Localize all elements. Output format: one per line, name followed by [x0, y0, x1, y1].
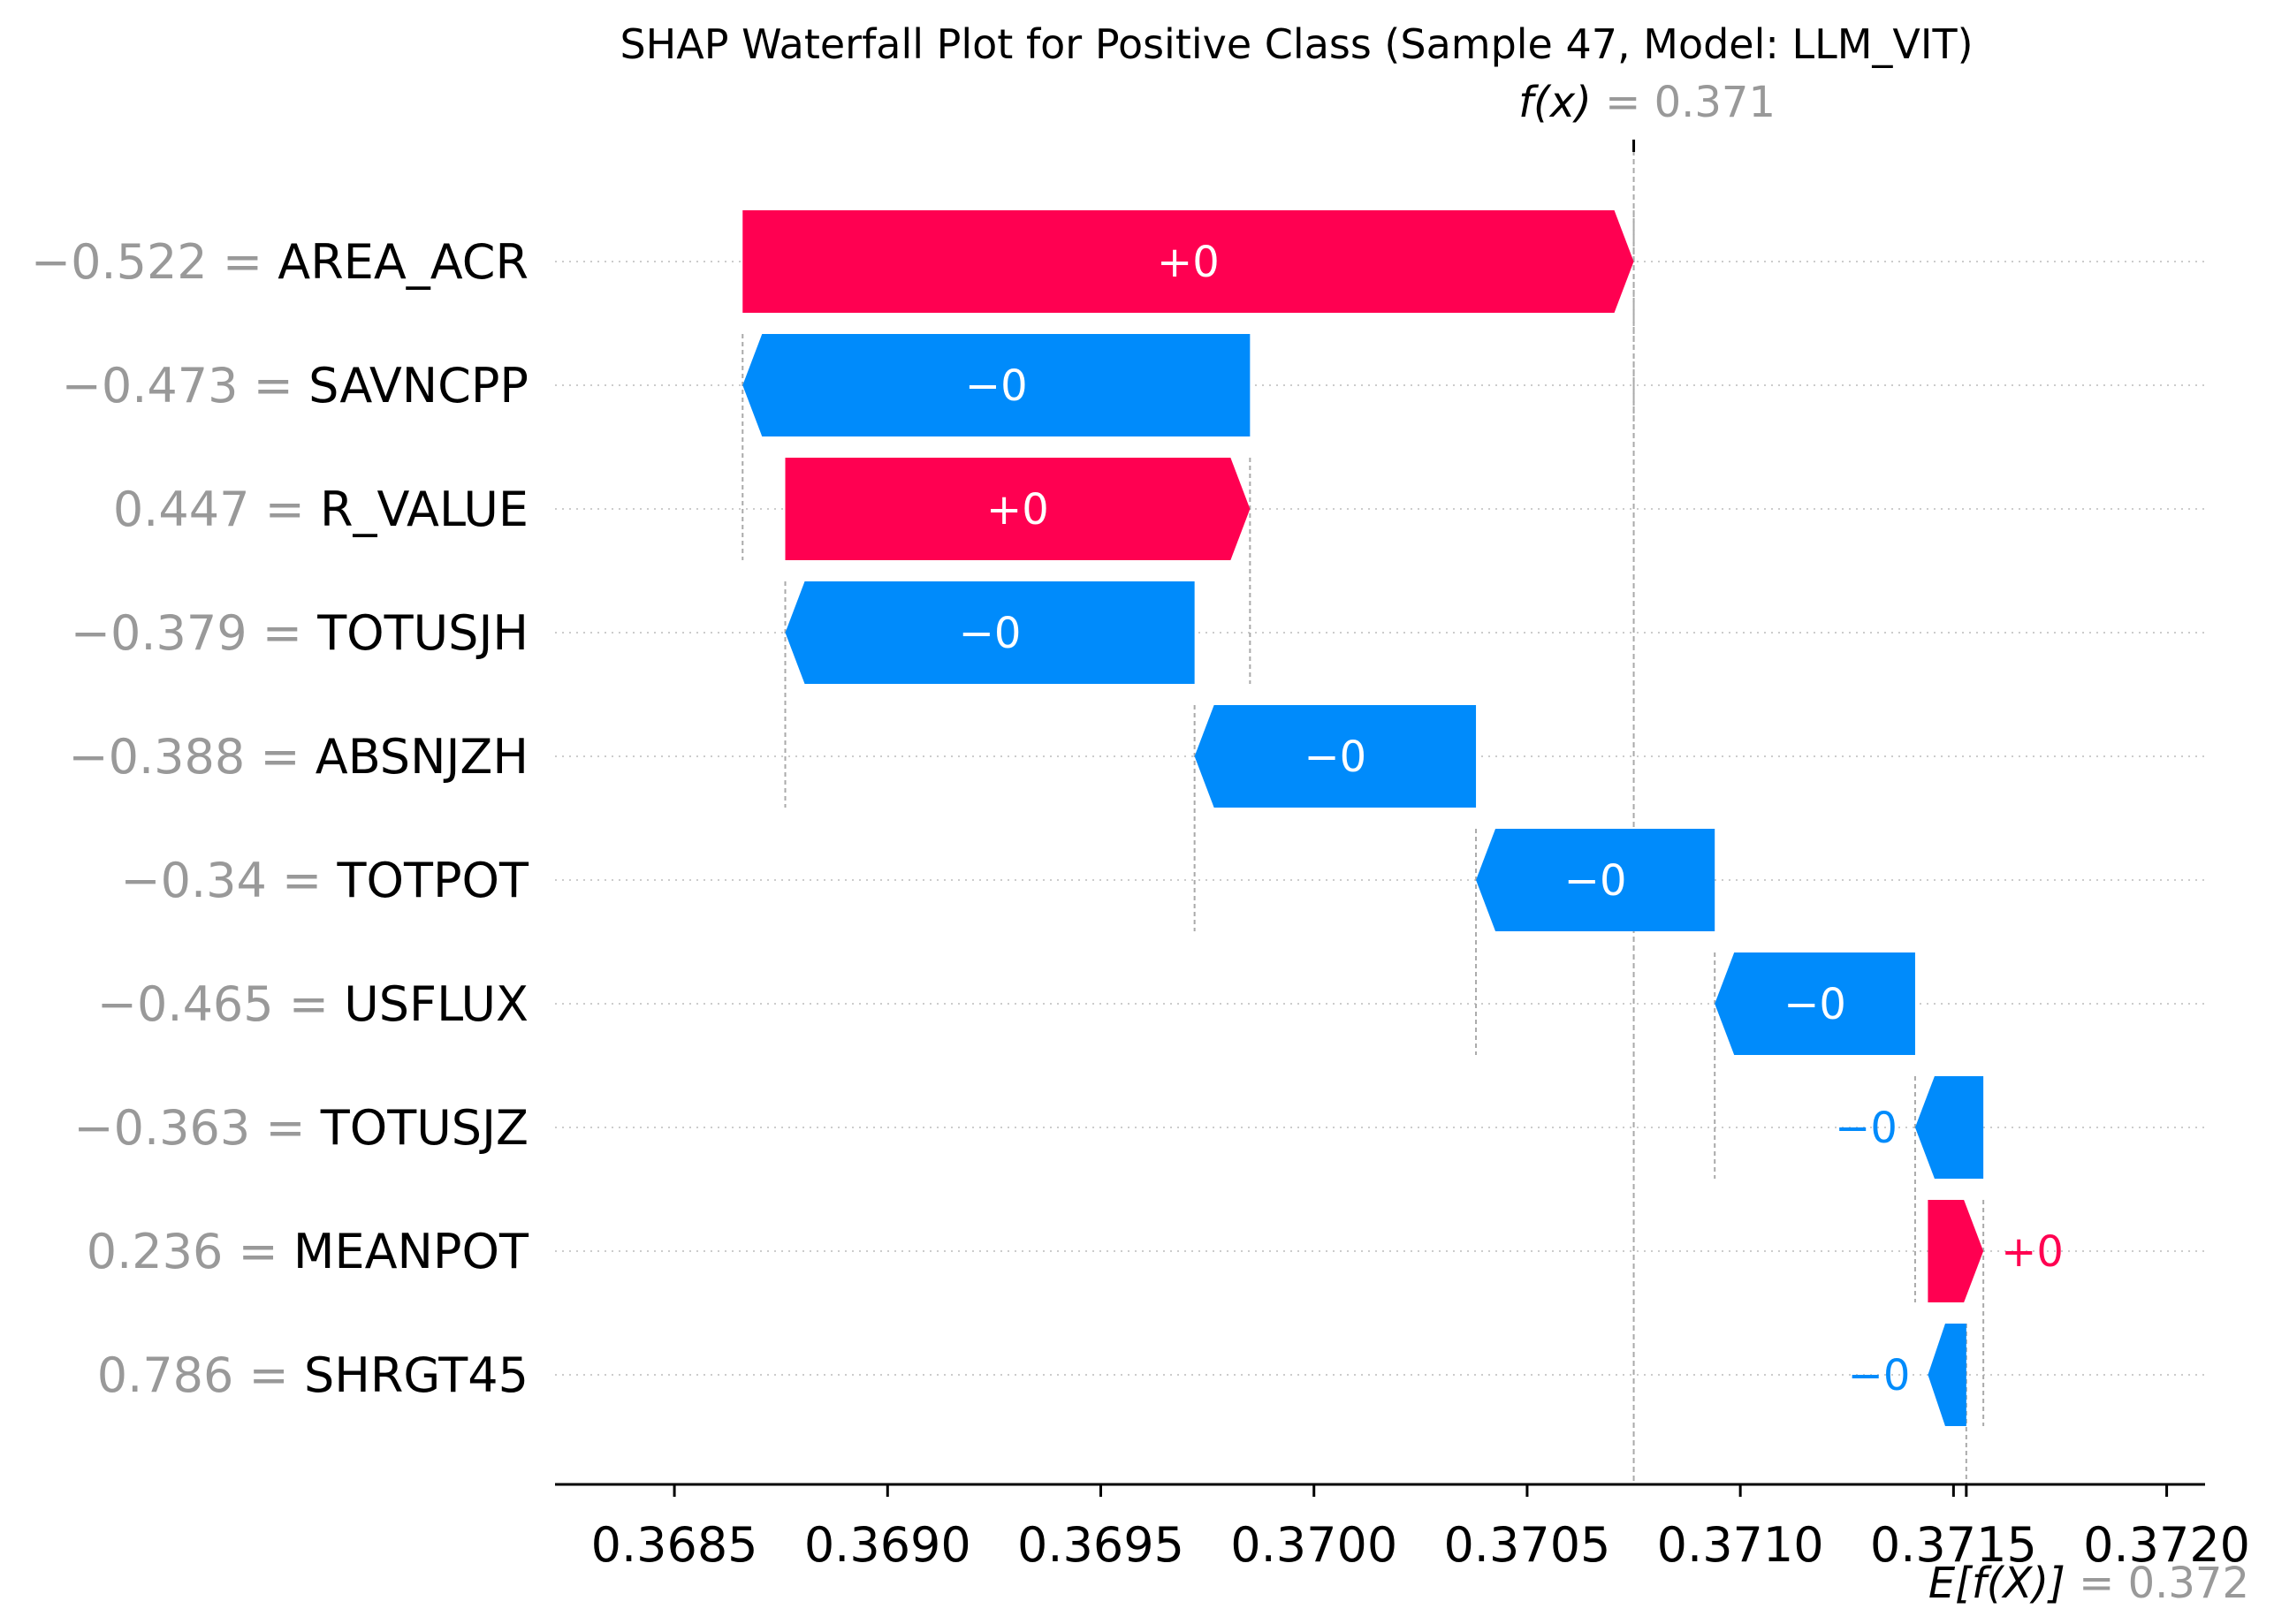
feature-label: −0.522 = AREA_ACR: [31, 234, 529, 290]
bar-r-value: [785, 458, 1251, 560]
bar-shrgt45: [1928, 1324, 1966, 1426]
feature-name: TOTUSJZ: [320, 1100, 529, 1156]
feature-value: −0.473 =: [62, 358, 308, 414]
feature-label: −0.388 = ABSNJZH: [68, 729, 529, 785]
x-axis: 0.3685 0.3690 0.3695 0.3700 0.3705 0.3710 0.37…: [555, 140, 2250, 1573]
feature-label: 0.447 = R_VALUE: [113, 482, 529, 537]
bar-value-label: −0: [965, 361, 1028, 411]
feature-name: AREA_ACR: [278, 234, 529, 290]
bar-value-label: −0: [1783, 980, 1846, 1029]
feature-name: R_VALUE: [320, 482, 529, 537]
x-tick-label: 0.3710: [1657, 1517, 1824, 1573]
feature-label: 0.786 = SHRGT45: [97, 1347, 529, 1403]
x-tick-label: 0.3690: [804, 1517, 971, 1573]
x-tick-label: 0.3715: [1870, 1517, 2037, 1573]
bar-totusjh: [785, 581, 1195, 684]
feature-value: −0.379 =: [71, 605, 317, 661]
feature-name: SHRGT45: [304, 1347, 529, 1403]
fx-value: = 0.371: [1592, 78, 1776, 127]
x-tick-label: 0.3685: [591, 1517, 758, 1573]
bar-totusjz: [1914, 1076, 1984, 1179]
bar-value-label: −0: [1848, 1351, 1911, 1400]
bar-value-label: −0: [1304, 732, 1366, 782]
bar-savncpp: [742, 334, 1251, 436]
fx-label: f(x): [1518, 78, 1592, 127]
bar-absnjzh: [1194, 705, 1477, 808]
feature-name: SAVNCPP: [308, 358, 529, 414]
feature-name: ABSNJZH: [316, 729, 529, 785]
bar-value-label: +0: [986, 485, 1049, 535]
feature-value: −0.465 =: [97, 976, 344, 1032]
feature-value: −0.363 =: [73, 1100, 320, 1156]
base-value: = 0.372: [2065, 1559, 2249, 1608]
bar-meanpot: [1928, 1200, 1984, 1302]
feature-value: 0.447 =: [113, 482, 320, 537]
feature-value: 0.786 =: [97, 1347, 304, 1403]
feature-name: TOTPOT: [336, 853, 529, 908]
x-tick-label: 0.3695: [1017, 1517, 1184, 1573]
feature-label: −0.379 = TOTUSJH: [71, 605, 529, 661]
feature-value: −0.522 =: [31, 234, 278, 290]
bar-totpot: [1476, 829, 1715, 931]
feature-label: −0.473 = SAVNCPP: [62, 358, 529, 414]
bar-value-label: −0: [1564, 856, 1627, 906]
feature-value: −0.388 =: [68, 729, 315, 785]
feature-label: −0.363 = TOTUSJZ: [73, 1100, 529, 1156]
base-value-annotation: E[f(X)] = 0.372: [1928, 1559, 2249, 1608]
feature-name: TOTUSJH: [316, 605, 529, 661]
feature-label: −0.34 = TOTPOT: [120, 853, 529, 908]
x-tick-label: 0.3720: [2083, 1517, 2250, 1573]
bar-value-label: −0: [1835, 1104, 1898, 1153]
base-value-label: E[f(X)]: [1928, 1559, 2065, 1608]
feature-value: 0.236 =: [87, 1224, 293, 1279]
connector-layer: [742, 141, 1985, 1484]
bar-layer: [742, 210, 1984, 1426]
bar-value-label: −0: [959, 609, 1022, 658]
chart-title: SHAP Waterfall Plot for Positive Class (…: [620, 20, 1973, 68]
feature-label: −0.465 = USFLUX: [97, 976, 529, 1032]
x-tick-label: 0.3705: [1443, 1517, 1610, 1573]
x-tick-label: 0.3700: [1230, 1517, 1397, 1573]
fx-annotation: f(x) = 0.371: [1518, 78, 1776, 127]
feature-name: MEANPOT: [293, 1224, 529, 1279]
bar-value-label: +0: [1157, 238, 1220, 287]
feature-name: USFLUX: [344, 976, 529, 1032]
bar-value-label: +0: [2001, 1227, 2064, 1277]
bar-usflux: [1715, 952, 1915, 1055]
feature-label: 0.236 = MEANPOT: [87, 1224, 529, 1279]
label-layer: f(x) = 0.371 +0 −0.522 = AREA_ACR −0 −0.473 …: [31, 78, 2249, 1608]
feature-value: −0.34 =: [120, 853, 337, 908]
bar-area-acr: [742, 210, 1634, 313]
